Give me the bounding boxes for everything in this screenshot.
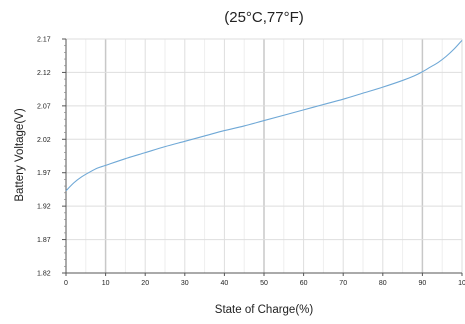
y-tick-label: 1.87	[37, 237, 51, 244]
y-tick-label: 2.17	[37, 37, 51, 44]
voltage-curve	[65, 39, 463, 192]
x-tick-label: 80	[379, 280, 387, 287]
y-tick-label: 1.92	[37, 204, 51, 211]
y-tick-label: 2.07	[37, 103, 51, 110]
tick-marks	[62, 38, 463, 276]
chart-title: (25°C,77°F)	[224, 9, 304, 26]
x-tick-label: 30	[181, 280, 189, 287]
x-tick-label: 10	[102, 280, 110, 287]
x-tick-label: 0	[64, 280, 68, 287]
x-tick-label: 90	[419, 280, 427, 287]
x-tick-label: 60	[300, 280, 308, 287]
y-tick-label: 2.02	[37, 137, 51, 144]
x-tick-label: 40	[221, 280, 229, 287]
grid-lines	[65, 38, 463, 274]
tick-labels: 1.82 1.87 1.92 1.97 2.02 2.07 2.12 2.17 0 10 20 30 4…	[37, 37, 465, 288]
x-tick-label: 10	[458, 280, 465, 287]
y-tick-label: 1.97	[37, 170, 51, 177]
x-tick-label: 50	[260, 280, 268, 287]
x-axis-label: State of Charge(%)	[214, 304, 314, 316]
x-tick-label: 20	[141, 280, 149, 287]
y-tick-label: 1.82	[37, 271, 51, 278]
x-tick-label: 70	[339, 280, 347, 287]
series-group	[65, 39, 463, 192]
y-tick-label: 2.12	[37, 70, 51, 77]
